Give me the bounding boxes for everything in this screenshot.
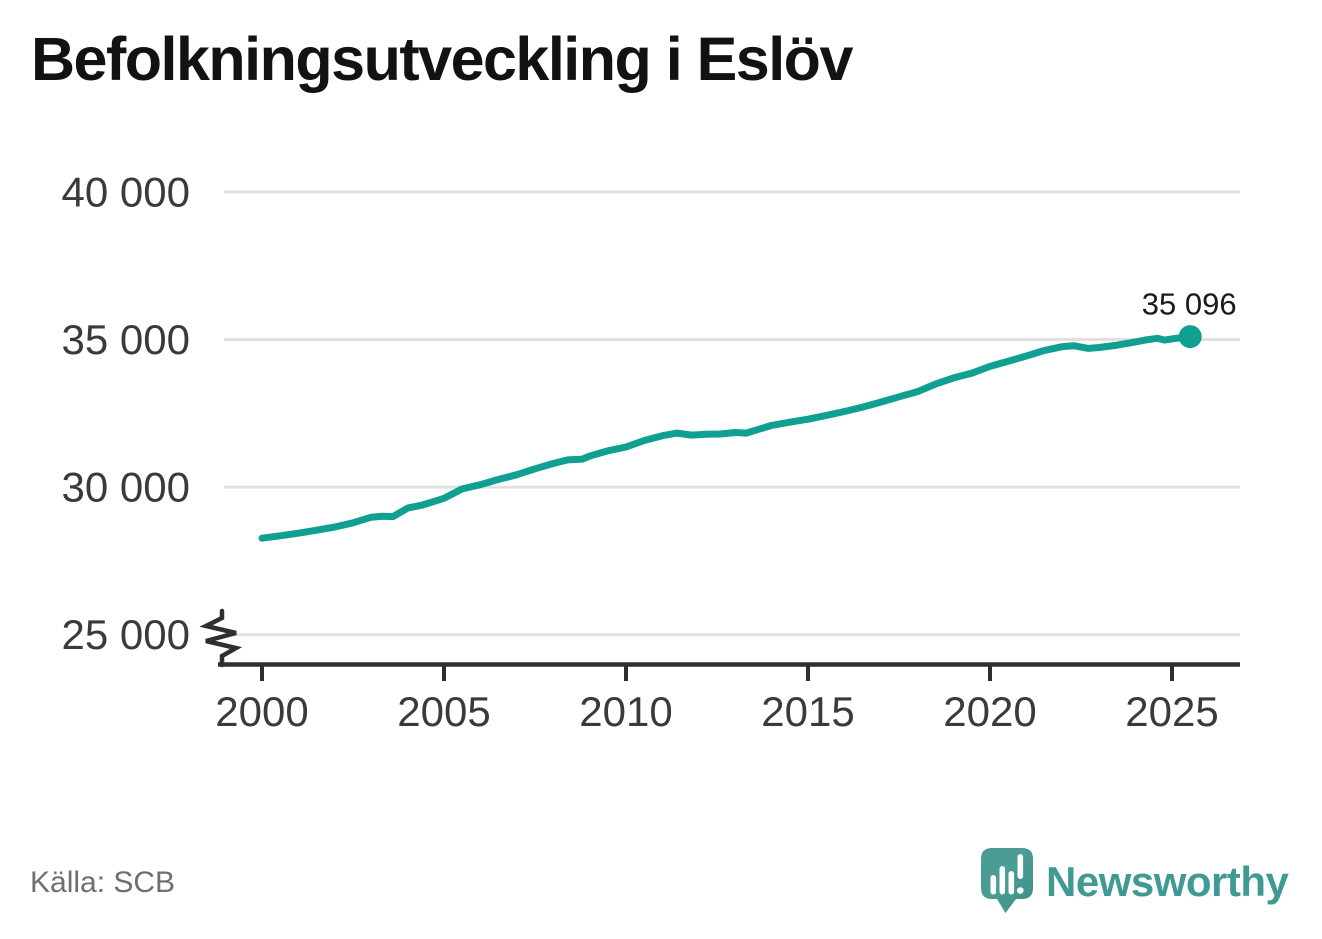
source-note: Källa: SCB	[30, 866, 176, 899]
speech-bubble-shape	[981, 848, 1033, 913]
gridlines	[224, 190, 1240, 637]
y-tick-label: 35 000	[62, 316, 190, 363]
x-axis-labels: 2000 2005 2010 2015 2020 2025	[215, 688, 1218, 735]
x-tick-label: 2005	[397, 688, 490, 735]
newsworthy-logo: Newsworthy	[981, 848, 1293, 918]
population-line	[258, 333, 1194, 542]
newsworthy-wordmark: Newsworthy	[1046, 858, 1289, 905]
chart-title: Befolkningsutveckling i Eslöv	[31, 25, 853, 93]
x-tick-label: 2000	[215, 688, 308, 735]
last-point-label: 35 096	[1142, 287, 1237, 322]
y-axis-labels: 25 000 30 000 35 000 40 000	[62, 168, 190, 658]
x-tick-label: 2025	[1125, 688, 1218, 735]
last-point-marker	[1178, 325, 1202, 349]
x-tick-label: 2010	[579, 688, 672, 735]
y-tick-label: 40 000	[62, 168, 190, 215]
newsworthy-icon	[981, 848, 1033, 913]
y-tick-label: 30 000	[62, 464, 190, 511]
axis-break-icon	[199, 608, 243, 668]
bar-icon-2	[999, 866, 1006, 895]
exclamation-dot-icon	[1017, 887, 1024, 894]
x-axis-ticks	[260, 666, 1174, 681]
y-tick-label: 25 000	[62, 611, 190, 658]
x-tick-label: 2015	[761, 688, 854, 735]
bar-icon-3	[1008, 871, 1015, 895]
x-tick-label: 2020	[943, 688, 1036, 735]
bar-icon-1	[990, 875, 997, 895]
exclamation-bar-icon	[1017, 854, 1024, 879]
population-line-chart: 25 000 30 000 35 000 40 000 2000 2005 2010 201…	[62, 168, 1240, 735]
